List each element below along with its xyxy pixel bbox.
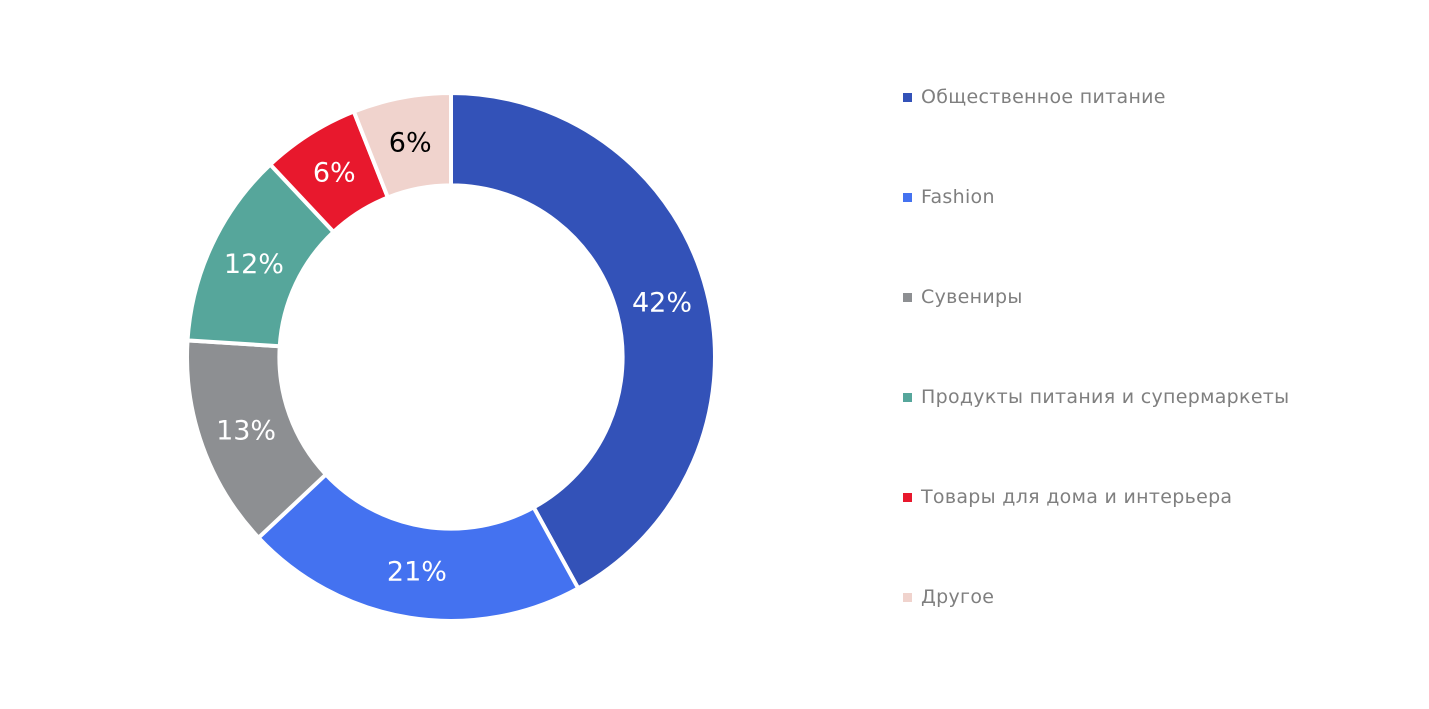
- legend-item-drugoe: Другое: [903, 586, 1289, 608]
- legend-item-tovary-dlya-doma: Товары для дома и интерьера: [903, 486, 1289, 508]
- donut-slice-5: [351, 90, 453, 201]
- donut-chart: 42% 21% 13% 12% 6% 6%: [185, 90, 717, 623]
- legend-item-produkty-pitaniya: Продукты питания и супермаркеты: [903, 386, 1289, 408]
- legend-swatch: [903, 292, 912, 302]
- legend-item-obshchestvennoe-pitanie: Общественное питание: [903, 86, 1289, 108]
- legend-label: Другое: [921, 586, 995, 608]
- donut-slice-1: [255, 471, 581, 623]
- slice-data-label-0: 42%: [632, 287, 692, 318]
- legend-item-suveniry: Сувениры: [903, 286, 1289, 308]
- legend-swatch: [903, 492, 912, 502]
- slice-data-label-5: 6%: [389, 128, 432, 159]
- legend-label: Товары для дома и интерьера: [921, 486, 1233, 508]
- slice-data-label-3: 12%: [224, 249, 284, 280]
- legend-swatch: [903, 392, 912, 402]
- legend-item-fashion: Fashion: [903, 186, 1289, 208]
- legend-label: Продукты питания и супермаркеты: [921, 386, 1290, 408]
- legend-label: Сувениры: [921, 286, 1023, 308]
- donut-slice-0: [449, 90, 717, 592]
- legend-label: Fashion: [921, 186, 995, 208]
- legend-swatch: [903, 92, 912, 102]
- donut-chart-area: 42% 21% 13% 12% 6% 6%: [171, 77, 731, 637]
- slice-data-label-2: 13%: [216, 415, 276, 446]
- legend-swatch: [903, 592, 912, 602]
- slice-data-label-1: 21%: [387, 557, 447, 588]
- chart-legend: Общественное питание Fashion Сувениры Пр…: [903, 86, 1289, 608]
- slice-data-label-4: 6%: [313, 158, 356, 189]
- legend-label: Общественное питание: [921, 86, 1166, 108]
- legend-swatch: [903, 192, 912, 202]
